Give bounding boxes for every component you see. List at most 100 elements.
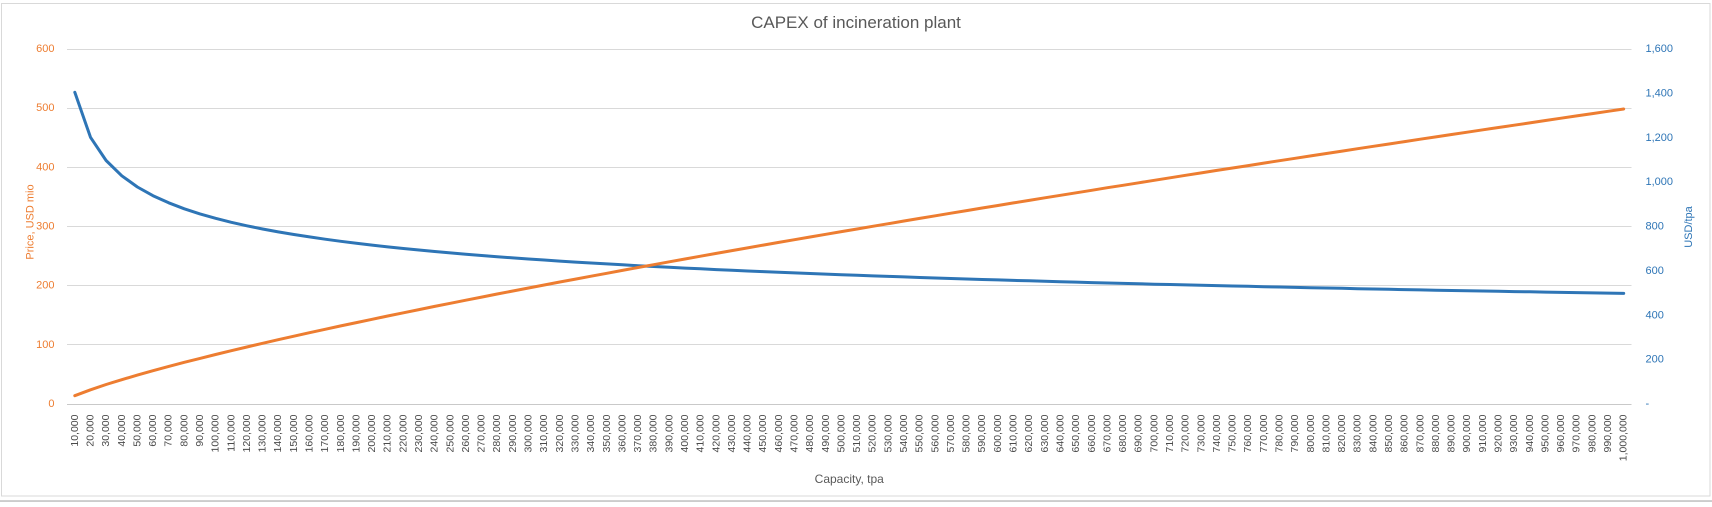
svg-text:610,000: 610,000 (1008, 414, 1020, 452)
svg-text:80,000: 80,000 (178, 414, 190, 446)
svg-text:200,000: 200,000 (366, 414, 378, 452)
svg-text:650,000: 650,000 (1070, 414, 1082, 452)
svg-text:970,000: 970,000 (1571, 414, 1583, 452)
svg-text:820,000: 820,000 (1336, 414, 1348, 452)
svg-text:990,000: 990,000 (1602, 414, 1614, 452)
svg-text:750,000: 750,000 (1227, 414, 1239, 452)
svg-text:770,000: 770,000 (1258, 414, 1270, 452)
svg-text:570,000: 570,000 (945, 414, 957, 452)
svg-text:640,000: 640,000 (1054, 414, 1066, 452)
svg-text:50,000: 50,000 (131, 414, 143, 446)
svg-text:330,000: 330,000 (569, 414, 581, 452)
svg-text:810,000: 810,000 (1320, 414, 1332, 452)
svg-text:1,600: 1,600 (1646, 43, 1674, 55)
svg-text:600: 600 (36, 43, 54, 55)
svg-text:180,000: 180,000 (335, 414, 347, 452)
svg-text:390,000: 390,000 (663, 414, 675, 452)
svg-text:690,000: 690,000 (1133, 414, 1145, 452)
svg-text:160,000: 160,000 (304, 414, 316, 452)
svg-text:250,000: 250,000 (444, 414, 456, 452)
svg-text:830,000: 830,000 (1352, 414, 1364, 452)
svg-text:270,000: 270,000 (476, 414, 488, 452)
svg-text:620,000: 620,000 (1023, 414, 1035, 452)
svg-text:980,000: 980,000 (1586, 414, 1598, 452)
svg-text:560,000: 560,000 (929, 414, 941, 452)
svg-text:720,000: 720,000 (1180, 414, 1192, 452)
svg-text:900,000: 900,000 (1461, 414, 1473, 452)
svg-text:230,000: 230,000 (413, 414, 425, 452)
svg-text:780,000: 780,000 (1273, 414, 1285, 452)
svg-text:600,000: 600,000 (992, 414, 1004, 452)
svg-text:140,000: 140,000 (272, 414, 284, 452)
svg-text:740,000: 740,000 (1211, 414, 1223, 452)
svg-text:600: 600 (1646, 265, 1664, 277)
svg-text:870,000: 870,000 (1414, 414, 1426, 452)
svg-text:840,000: 840,000 (1367, 414, 1379, 452)
svg-text:850,000: 850,000 (1383, 414, 1395, 452)
svg-text:350,000: 350,000 (601, 414, 613, 452)
svg-text:790,000: 790,000 (1289, 414, 1301, 452)
svg-text:710,000: 710,000 (1164, 414, 1176, 452)
svg-text:550,000: 550,000 (914, 414, 926, 452)
svg-text:460,000: 460,000 (773, 414, 785, 452)
svg-text:430,000: 430,000 (726, 414, 738, 452)
svg-text:580,000: 580,000 (961, 414, 973, 452)
svg-text:170,000: 170,000 (319, 414, 331, 452)
svg-text:100: 100 (36, 339, 54, 351)
svg-text:760,000: 760,000 (1242, 414, 1254, 452)
svg-text:Capacity, tpa: Capacity, tpa (815, 472, 884, 486)
svg-text:1,000,000: 1,000,000 (1618, 414, 1630, 461)
svg-text:500: 500 (36, 102, 54, 114)
svg-text:CAPEX of incineration plant: CAPEX of incineration plant (751, 13, 961, 32)
svg-text:950,000: 950,000 (1539, 414, 1551, 452)
svg-text:490,000: 490,000 (820, 414, 832, 452)
svg-text:-: - (1646, 398, 1650, 410)
svg-text:210,000: 210,000 (382, 414, 394, 452)
svg-text:370,000: 370,000 (632, 414, 644, 452)
svg-text:530,000: 530,000 (882, 414, 894, 452)
svg-text:670,000: 670,000 (1101, 414, 1113, 452)
svg-text:400: 400 (36, 161, 54, 173)
svg-text:310,000: 310,000 (538, 414, 550, 452)
svg-text:440,000: 440,000 (742, 414, 754, 452)
svg-text:300,000: 300,000 (523, 414, 535, 452)
svg-text:510,000: 510,000 (851, 414, 863, 452)
svg-text:960,000: 960,000 (1555, 414, 1567, 452)
svg-text:100,000: 100,000 (210, 414, 222, 452)
svg-text:260,000: 260,000 (460, 414, 472, 452)
svg-text:920,000: 920,000 (1493, 414, 1505, 452)
svg-text:520,000: 520,000 (867, 414, 879, 452)
svg-text:380,000: 380,000 (648, 414, 660, 452)
svg-text:400: 400 (1646, 309, 1664, 321)
svg-text:190,000: 190,000 (350, 414, 362, 452)
svg-text:320,000: 320,000 (554, 414, 566, 452)
svg-text:200: 200 (1646, 354, 1664, 366)
svg-text:0: 0 (48, 398, 54, 410)
svg-text:680,000: 680,000 (1117, 414, 1129, 452)
svg-text:10,000: 10,000 (69, 414, 81, 446)
svg-text:1,200: 1,200 (1646, 132, 1674, 144)
svg-text:150,000: 150,000 (288, 414, 300, 452)
svg-text:200: 200 (36, 280, 54, 292)
svg-text:800: 800 (1646, 221, 1664, 233)
svg-text:630,000: 630,000 (1039, 414, 1051, 452)
svg-text:280,000: 280,000 (491, 414, 503, 452)
svg-text:300: 300 (36, 221, 54, 233)
svg-text:1,000: 1,000 (1646, 176, 1674, 188)
svg-text:890,000: 890,000 (1446, 414, 1458, 452)
svg-text:410,000: 410,000 (695, 414, 707, 452)
svg-text:660,000: 660,000 (1086, 414, 1098, 452)
svg-text:400,000: 400,000 (679, 414, 691, 452)
svg-text:120,000: 120,000 (241, 414, 253, 452)
svg-text:1,400: 1,400 (1646, 87, 1674, 99)
svg-text:910,000: 910,000 (1477, 414, 1489, 452)
svg-text:220,000: 220,000 (397, 414, 409, 452)
svg-text:340,000: 340,000 (585, 414, 597, 452)
svg-text:540,000: 540,000 (898, 414, 910, 452)
svg-text:110,000: 110,000 (225, 414, 237, 451)
svg-text:90,000: 90,000 (194, 414, 206, 446)
svg-text:700,000: 700,000 (1148, 414, 1160, 452)
svg-text:360,000: 360,000 (616, 414, 628, 452)
svg-text:450,000: 450,000 (757, 414, 769, 452)
svg-text:500,000: 500,000 (835, 414, 847, 452)
